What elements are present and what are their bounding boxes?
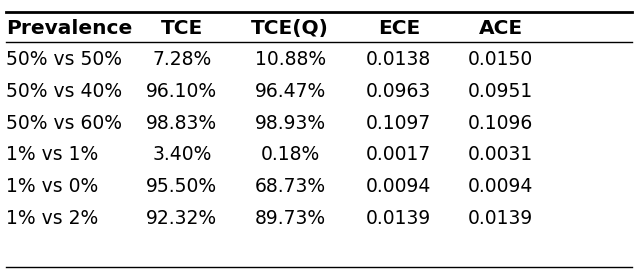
Text: 98.83%: 98.83% [146,114,218,133]
Text: 7.28%: 7.28% [152,50,211,69]
Text: 0.0150: 0.0150 [468,50,533,69]
Text: ECE: ECE [378,19,420,38]
Text: 96.47%: 96.47% [255,82,326,101]
Text: TCE(Q): TCE(Q) [251,19,329,38]
Text: Prevalence: Prevalence [6,19,133,38]
Text: 0.0139: 0.0139 [468,209,533,228]
Text: 0.0139: 0.0139 [366,209,431,228]
Text: 50% vs 60%: 50% vs 60% [6,114,122,133]
Text: 1% vs 2%: 1% vs 2% [6,209,99,228]
Text: 0.0031: 0.0031 [468,146,533,164]
Text: 0.0094: 0.0094 [366,177,431,196]
Text: 0.1097: 0.1097 [366,114,431,133]
Text: 98.93%: 98.93% [255,114,326,133]
Text: 0.1096: 0.1096 [468,114,533,133]
Text: ACE: ACE [478,19,523,38]
Text: 1% vs 0%: 1% vs 0% [6,177,99,196]
Text: 50% vs 50%: 50% vs 50% [6,50,122,69]
Text: 10.88%: 10.88% [255,50,326,69]
Text: 68.73%: 68.73% [255,177,326,196]
Text: 0.0017: 0.0017 [366,146,431,164]
Text: TCE: TCE [161,19,203,38]
Text: 96.10%: 96.10% [146,82,218,101]
Text: 0.0951: 0.0951 [468,82,533,101]
Text: 95.50%: 95.50% [146,177,218,196]
Text: 0.18%: 0.18% [261,146,320,164]
Text: 1% vs 1%: 1% vs 1% [6,146,99,164]
Text: 3.40%: 3.40% [152,146,212,164]
Text: 50% vs 40%: 50% vs 40% [6,82,122,101]
Text: 0.0094: 0.0094 [468,177,533,196]
Text: 92.32%: 92.32% [146,209,218,228]
Text: 0.0963: 0.0963 [366,82,431,101]
Text: 89.73%: 89.73% [255,209,326,228]
Text: 0.0138: 0.0138 [366,50,431,69]
